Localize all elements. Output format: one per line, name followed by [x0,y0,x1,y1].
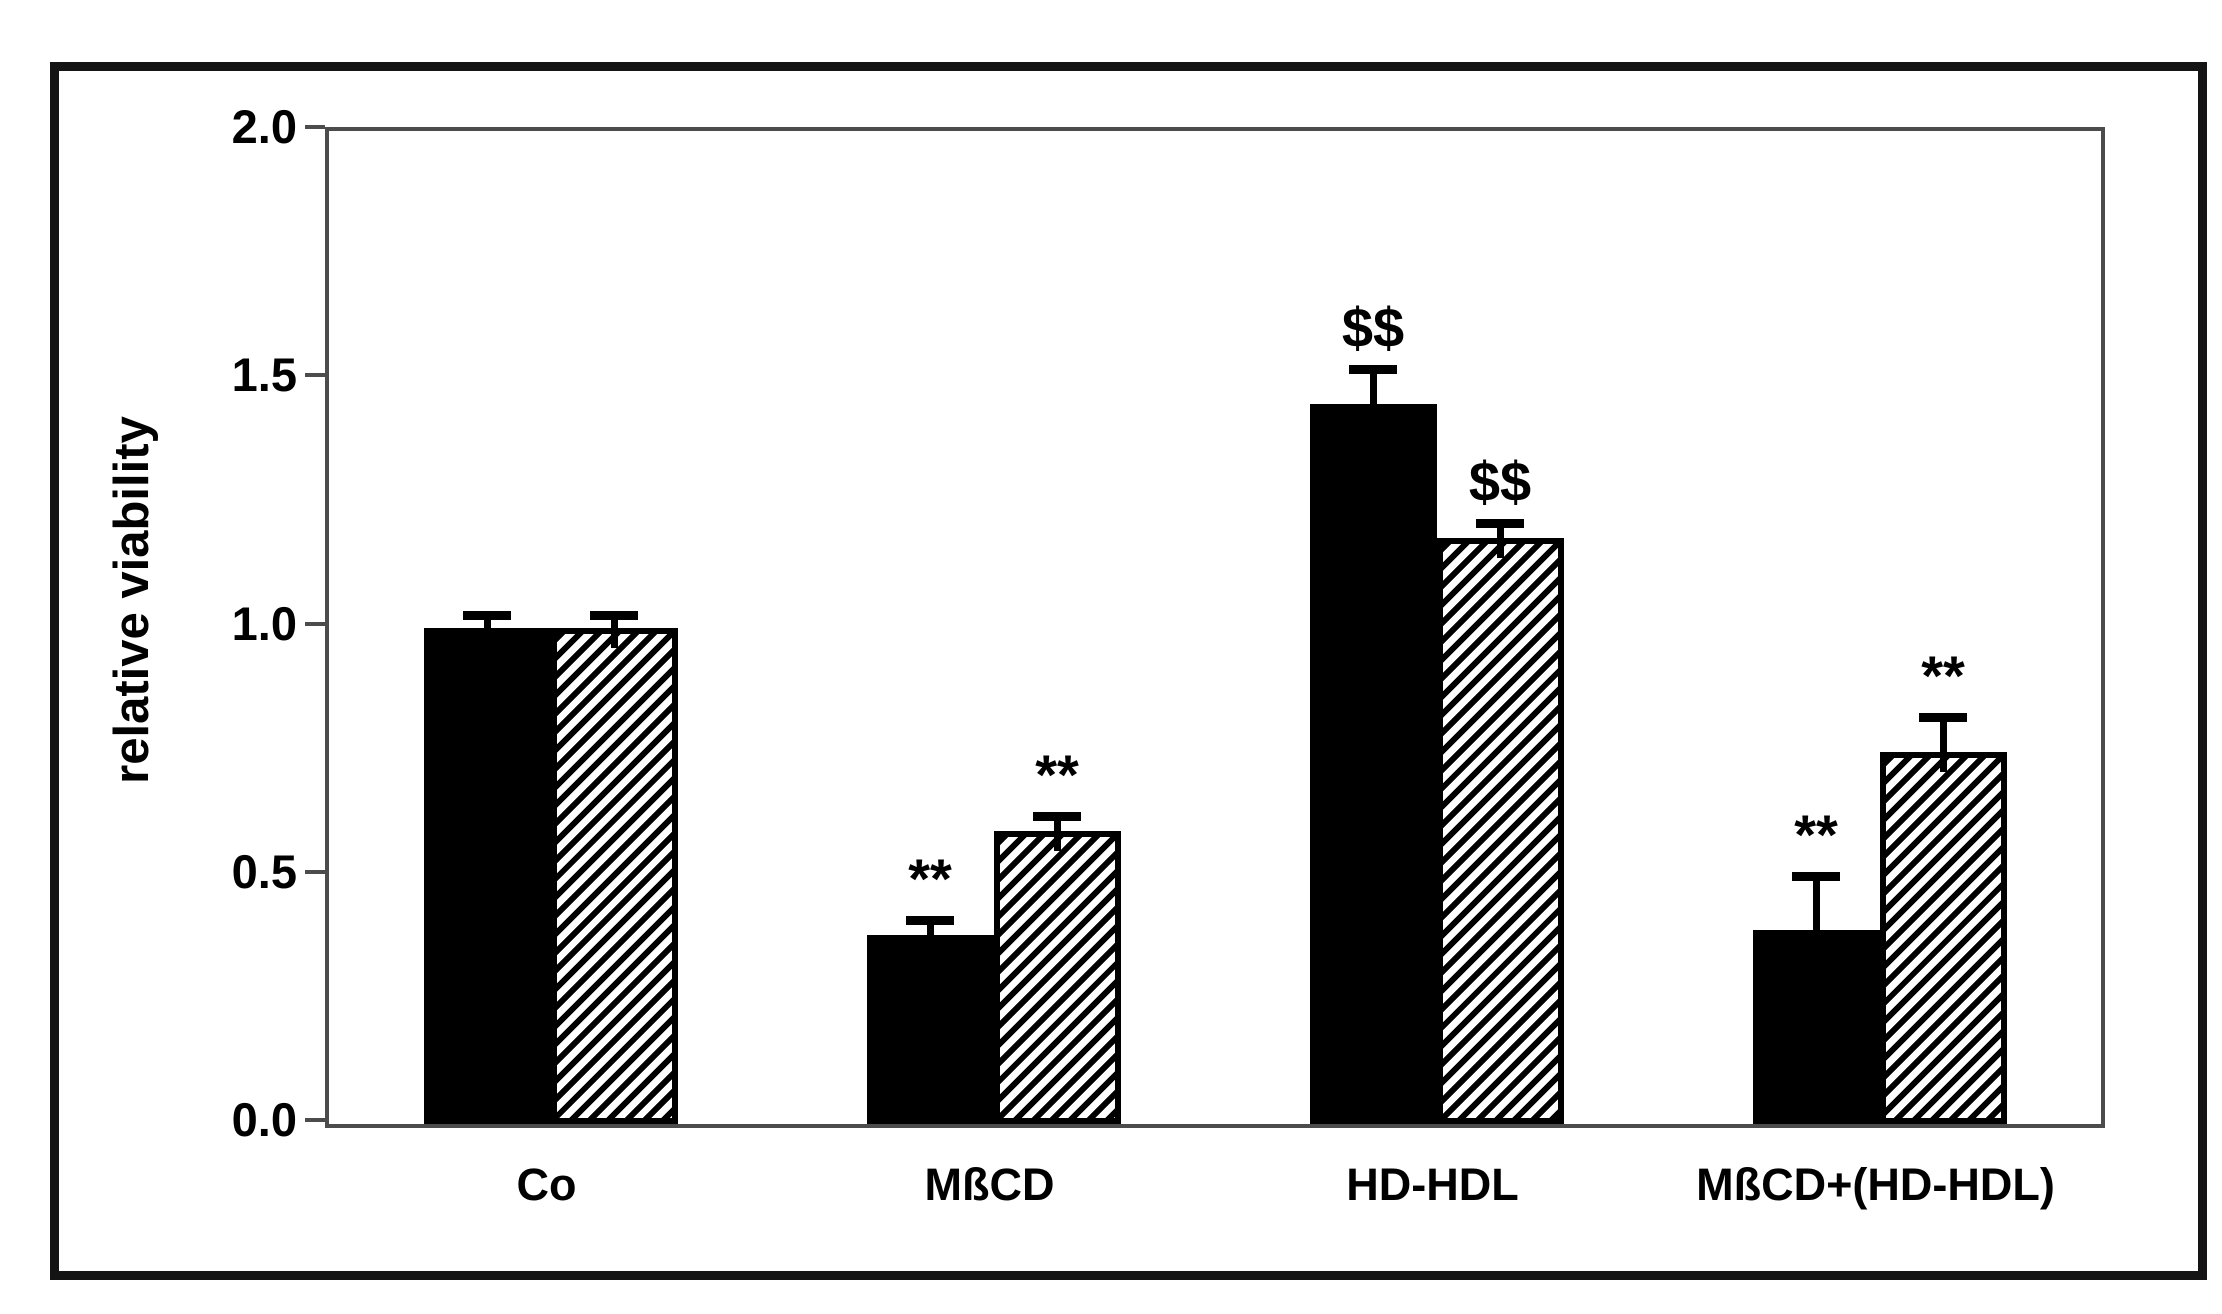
plot-area: ** $$ ** ** $$ ** [325,127,2105,1128]
y-tick-label-1.5: 1.5 [231,348,297,402]
error-bar-cap-diagonal-hatched-bars-HD-HDL [1476,519,1524,529]
x-category-label-2: MßCD [924,1159,1055,1210]
error-bar-stem-diagonal-hatched-bars-HD-HDL [1496,528,1504,559]
error-bar-cap-diagonal-hatched-bars-MßCD [1033,812,1081,822]
bar-diagonal-hatched-bars-MßCD [993,831,1121,1124]
x-category-label-3: HD-HDL [1346,1159,1519,1210]
error-bar-cap-diagonal-hatched-bars-MßCD+(HD-HDL) [1919,712,1967,722]
significance-annotation-solid-black-bars-HD-HDL: $$ [1341,296,1405,360]
y-axis-title: relative viability [105,416,159,784]
error-bar-stem-diagonal-hatched-bars-MßCD [1053,821,1061,852]
y-axis-tick-1.5 [305,373,325,378]
significance-annotation-diagonal-hatched-bars-MßCD+(HD-HDL): ** [1921,643,1965,707]
error-bar-stem-diagonal-hatched-bars-MßCD+(HD-HDL) [1939,721,1947,772]
error-bar-cap-solid-black-bars-MßCD+(HD-HDL) [1792,871,1840,881]
bar-solid-black-bars-MßCD+(HD-HDL) [1752,930,1880,1124]
error-bar-cap-diagonal-hatched-bars-Co [590,611,638,621]
y-axis-tick-2.0 [305,125,325,129]
x-category-label-1: Co [516,1159,577,1210]
y-tick-label-2.0: 2.0 [231,100,297,153]
bar-diagonal-hatched-bars-HD-HDL [1436,538,1564,1124]
significance-annotation-solid-black-bars-MßCD+(HD-HDL): ** [1794,802,1838,866]
bar-solid-black-bars-Co [423,627,551,1124]
error-bar-stem-solid-black-bars-Co [483,620,491,648]
significance-annotation-diagonal-hatched-bars-MßCD: ** [1035,743,1079,807]
significance-annotation-diagonal-hatched-bars-HD-HDL: $$ [1468,450,1532,514]
error-bar-cap-solid-black-bars-Co [463,611,511,621]
y-axis-tick-0.0 [305,1118,325,1122]
error-bar-stem-solid-black-bars-HD-HDL [1369,374,1377,425]
significance-annotation-solid-black-bars-MßCD: ** [908,847,952,911]
y-axis-tick-0.5 [305,869,325,874]
y-tick-label-0.5: 0.5 [231,844,297,898]
error-bar-stem-solid-black-bars-MßCD [926,925,934,956]
x-category-label-4: MßCD+(HD-HDL) [1696,1159,2055,1210]
bar-diagonal-hatched-bars-Co [550,627,678,1124]
error-bar-cap-solid-black-bars-HD-HDL [1349,365,1397,375]
y-tick-label-0.0: 0.0 [231,1093,297,1146]
bar-solid-black-bars-HD-HDL [1309,404,1437,1124]
bar-diagonal-hatched-bars-MßCD+(HD-HDL) [1879,751,2007,1124]
bar-solid-black-bars-MßCD [866,935,994,1124]
y-axis-tick-1.0 [305,621,325,626]
error-bar-stem-solid-black-bars-MßCD+(HD-HDL) [1812,880,1820,951]
error-bar-stem-diagonal-hatched-bars-Co [610,620,618,648]
y-tick-label-1.0: 1.0 [231,596,297,650]
error-bar-cap-solid-black-bars-MßCD [906,916,954,926]
